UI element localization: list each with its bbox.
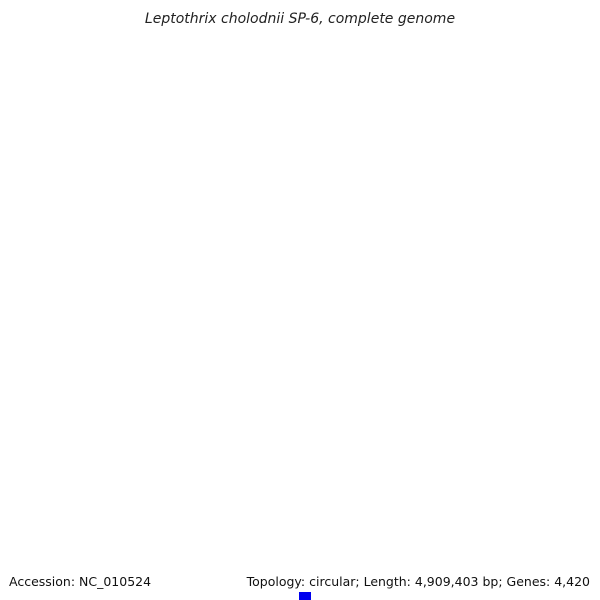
map-title: Leptothrix cholodnii SP-6, complete geno… [145, 11, 455, 27]
position-marker [299, 592, 311, 600]
topology-text: Topology: circular; Length: 4,909,403 bp… [246, 574, 590, 589]
accession-text: Accession: NC_010524 [9, 574, 151, 589]
